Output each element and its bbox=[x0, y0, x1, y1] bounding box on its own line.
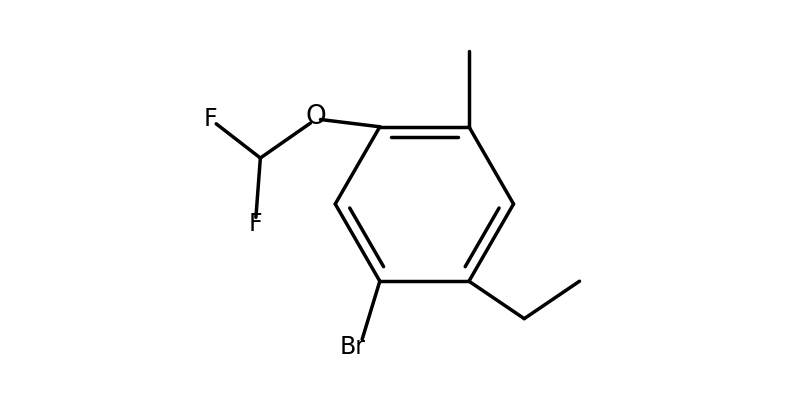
Text: O: O bbox=[305, 104, 326, 130]
Text: Br: Br bbox=[340, 335, 366, 359]
Text: F: F bbox=[204, 106, 217, 131]
Text: F: F bbox=[249, 212, 262, 236]
